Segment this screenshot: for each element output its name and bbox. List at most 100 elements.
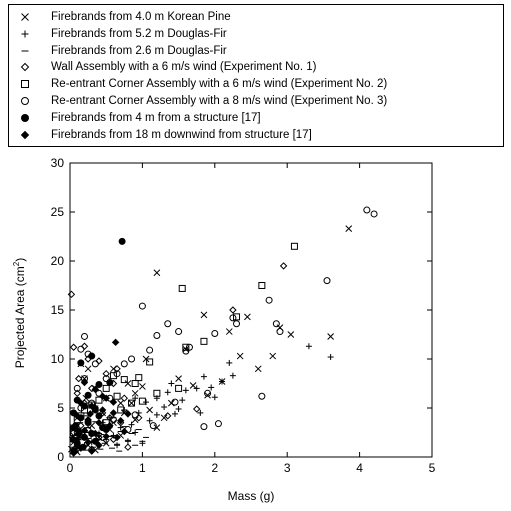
data-point — [153, 269, 161, 277]
data-point — [254, 365, 262, 373]
data-point — [131, 380, 139, 387]
data-point — [128, 355, 136, 363]
data-point — [80, 378, 89, 387]
legend-marker — [21, 80, 29, 89]
data-point — [120, 376, 128, 384]
data-point — [182, 345, 190, 353]
legend-label: Wall Assembly with a 6 m/s wind (Experim… — [51, 61, 317, 74]
data-point — [77, 345, 85, 353]
data-point — [225, 328, 233, 335]
data-point — [114, 442, 121, 449]
data-point — [98, 406, 107, 414]
legend-label: Firebrands from 2.6 m Douglas-Fir — [51, 44, 227, 57]
data-point — [69, 449, 78, 457]
data-point — [236, 352, 244, 360]
data-point — [106, 421, 114, 430]
data-point — [77, 444, 85, 452]
data-point — [171, 410, 178, 417]
series-7-points — [69, 338, 132, 457]
data-point — [269, 352, 277, 360]
data-point — [80, 332, 88, 340]
data-point — [109, 409, 118, 417]
data-point — [128, 399, 135, 407]
data-point — [88, 402, 96, 410]
data-point — [132, 395, 139, 402]
data-point — [290, 242, 298, 250]
data-point — [77, 399, 85, 407]
data-point — [272, 320, 280, 328]
legend-marker — [21, 97, 29, 105]
y-axis-label: Projected Area (cm2) — [12, 258, 27, 369]
data-point — [102, 369, 110, 378]
data-point — [88, 447, 96, 455]
data-point — [91, 429, 100, 438]
data-point — [111, 338, 120, 347]
data-point — [95, 418, 103, 427]
legend-marker — [20, 63, 30, 72]
data-point — [135, 414, 143, 422]
data-point — [204, 389, 212, 397]
data-point — [88, 352, 96, 360]
data-point — [200, 423, 208, 431]
data-point — [86, 410, 94, 418]
data-point — [73, 389, 81, 398]
data-point — [287, 331, 295, 338]
data-point — [164, 389, 171, 396]
data-point — [179, 397, 186, 404]
legend-label: Firebrands from 4 m from a structure [17… — [51, 111, 261, 124]
legend-label: Re-entrant Corner Assembly with a 8 m/s … — [51, 95, 388, 107]
x-tick-label: 4 — [356, 461, 363, 475]
data-point — [121, 406, 128, 413]
data-point — [185, 343, 193, 351]
data-point — [189, 382, 197, 389]
data-point — [95, 357, 103, 365]
data-point — [345, 225, 353, 233]
data-point — [182, 347, 190, 355]
y-axis-label-close: ) — [13, 258, 27, 262]
legend-marker — [20, 130, 30, 139]
data-point — [153, 389, 161, 397]
data-point — [84, 438, 92, 447]
data-point — [160, 414, 168, 422]
data-point — [117, 406, 125, 414]
data-point — [138, 302, 146, 310]
data-point — [124, 438, 131, 445]
data-point — [214, 420, 222, 428]
data-point — [91, 360, 99, 368]
x-tick-label: 5 — [429, 461, 436, 475]
data-point — [69, 343, 78, 351]
data-point — [113, 365, 121, 373]
data-point — [102, 432, 110, 441]
data-point — [149, 422, 157, 430]
legend-marker — [21, 30, 29, 38]
x-tick-label: 3 — [284, 461, 291, 475]
data-point — [95, 412, 103, 420]
data-point — [80, 426, 89, 435]
data-point — [124, 410, 132, 418]
data-point — [118, 237, 126, 245]
data-point — [265, 296, 273, 304]
data-point — [80, 342, 89, 350]
legend-label: Firebrands from 18 m downwind from struc… — [51, 128, 312, 141]
data-point — [175, 405, 182, 412]
data-point — [142, 355, 150, 363]
data-point — [73, 412, 81, 420]
data-point — [73, 384, 81, 392]
data-point — [91, 385, 100, 394]
data-point — [139, 383, 146, 390]
y-axis-label-text: Projected Area (cm — [13, 266, 27, 368]
data-point — [95, 380, 103, 388]
data-point — [208, 384, 215, 391]
data-point — [116, 417, 125, 425]
x-tick-label: 0 — [67, 461, 74, 475]
data-point — [258, 282, 266, 289]
data-point — [98, 392, 107, 400]
data-point — [258, 392, 266, 400]
y-tick-label: 0 — [57, 450, 64, 464]
data-point — [113, 392, 121, 400]
data-point — [200, 373, 207, 380]
legend-marker — [21, 13, 29, 21]
data-point — [69, 423, 78, 432]
data-point — [84, 365, 92, 373]
data-point — [233, 320, 241, 328]
